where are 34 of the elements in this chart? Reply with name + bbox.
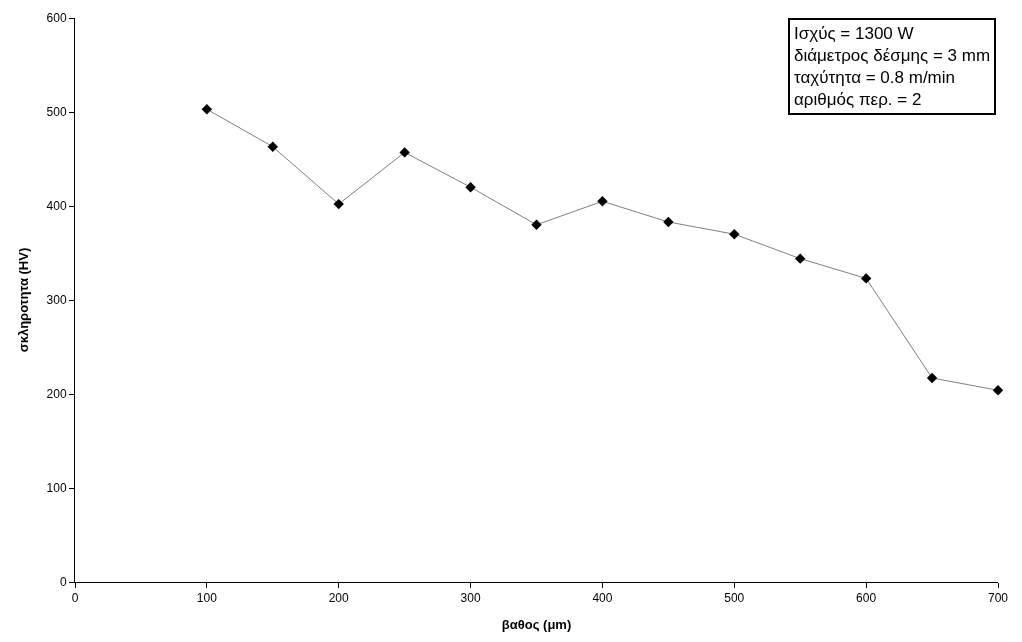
x-tick-label: 200 <box>328 591 350 606</box>
x-tick-label: 600 <box>856 591 877 606</box>
y-tick-label: 0 <box>59 575 67 590</box>
annotation: Ισχύς = 1300 W <box>794 24 914 43</box>
point <box>267 141 278 152</box>
x-axis-title: βαθος (μm) <box>501 617 572 632</box>
point <box>399 147 410 158</box>
point <box>597 196 608 207</box>
point <box>926 372 938 384</box>
point <box>465 182 476 193</box>
point <box>992 385 1004 396</box>
point <box>860 273 872 284</box>
x-tick-label: 700 <box>987 591 1009 606</box>
y-tick-label: 300 <box>46 293 67 308</box>
annotation: διάμετρος δέσμης = 3 mm <box>794 46 991 66</box>
x-tick-label: 100 <box>196 591 218 606</box>
y-tick-label: 100 <box>46 481 67 496</box>
point <box>531 219 542 230</box>
x-tick-label: 0 <box>71 591 79 606</box>
y-tick-label: 500 <box>46 105 67 120</box>
point <box>663 216 674 228</box>
point <box>729 229 740 240</box>
y-tick-label: 200 <box>46 387 67 402</box>
y-axis-title: σκληροτητα (HV) <box>15 247 31 353</box>
annotation: ταχύτητα = 0.8 m/min <box>794 68 956 88</box>
y-tick-label: 400 <box>46 199 67 214</box>
x-tick-label: 500 <box>724 591 745 606</box>
point <box>201 103 213 115</box>
point <box>333 198 344 210</box>
y-tick-label: 600 <box>46 11 67 26</box>
x-tick-label: 400 <box>592 591 613 606</box>
x-tick-label: 300 <box>460 591 481 606</box>
annotation: αριθμός περ. = 2 <box>794 90 922 110</box>
point <box>795 253 806 264</box>
